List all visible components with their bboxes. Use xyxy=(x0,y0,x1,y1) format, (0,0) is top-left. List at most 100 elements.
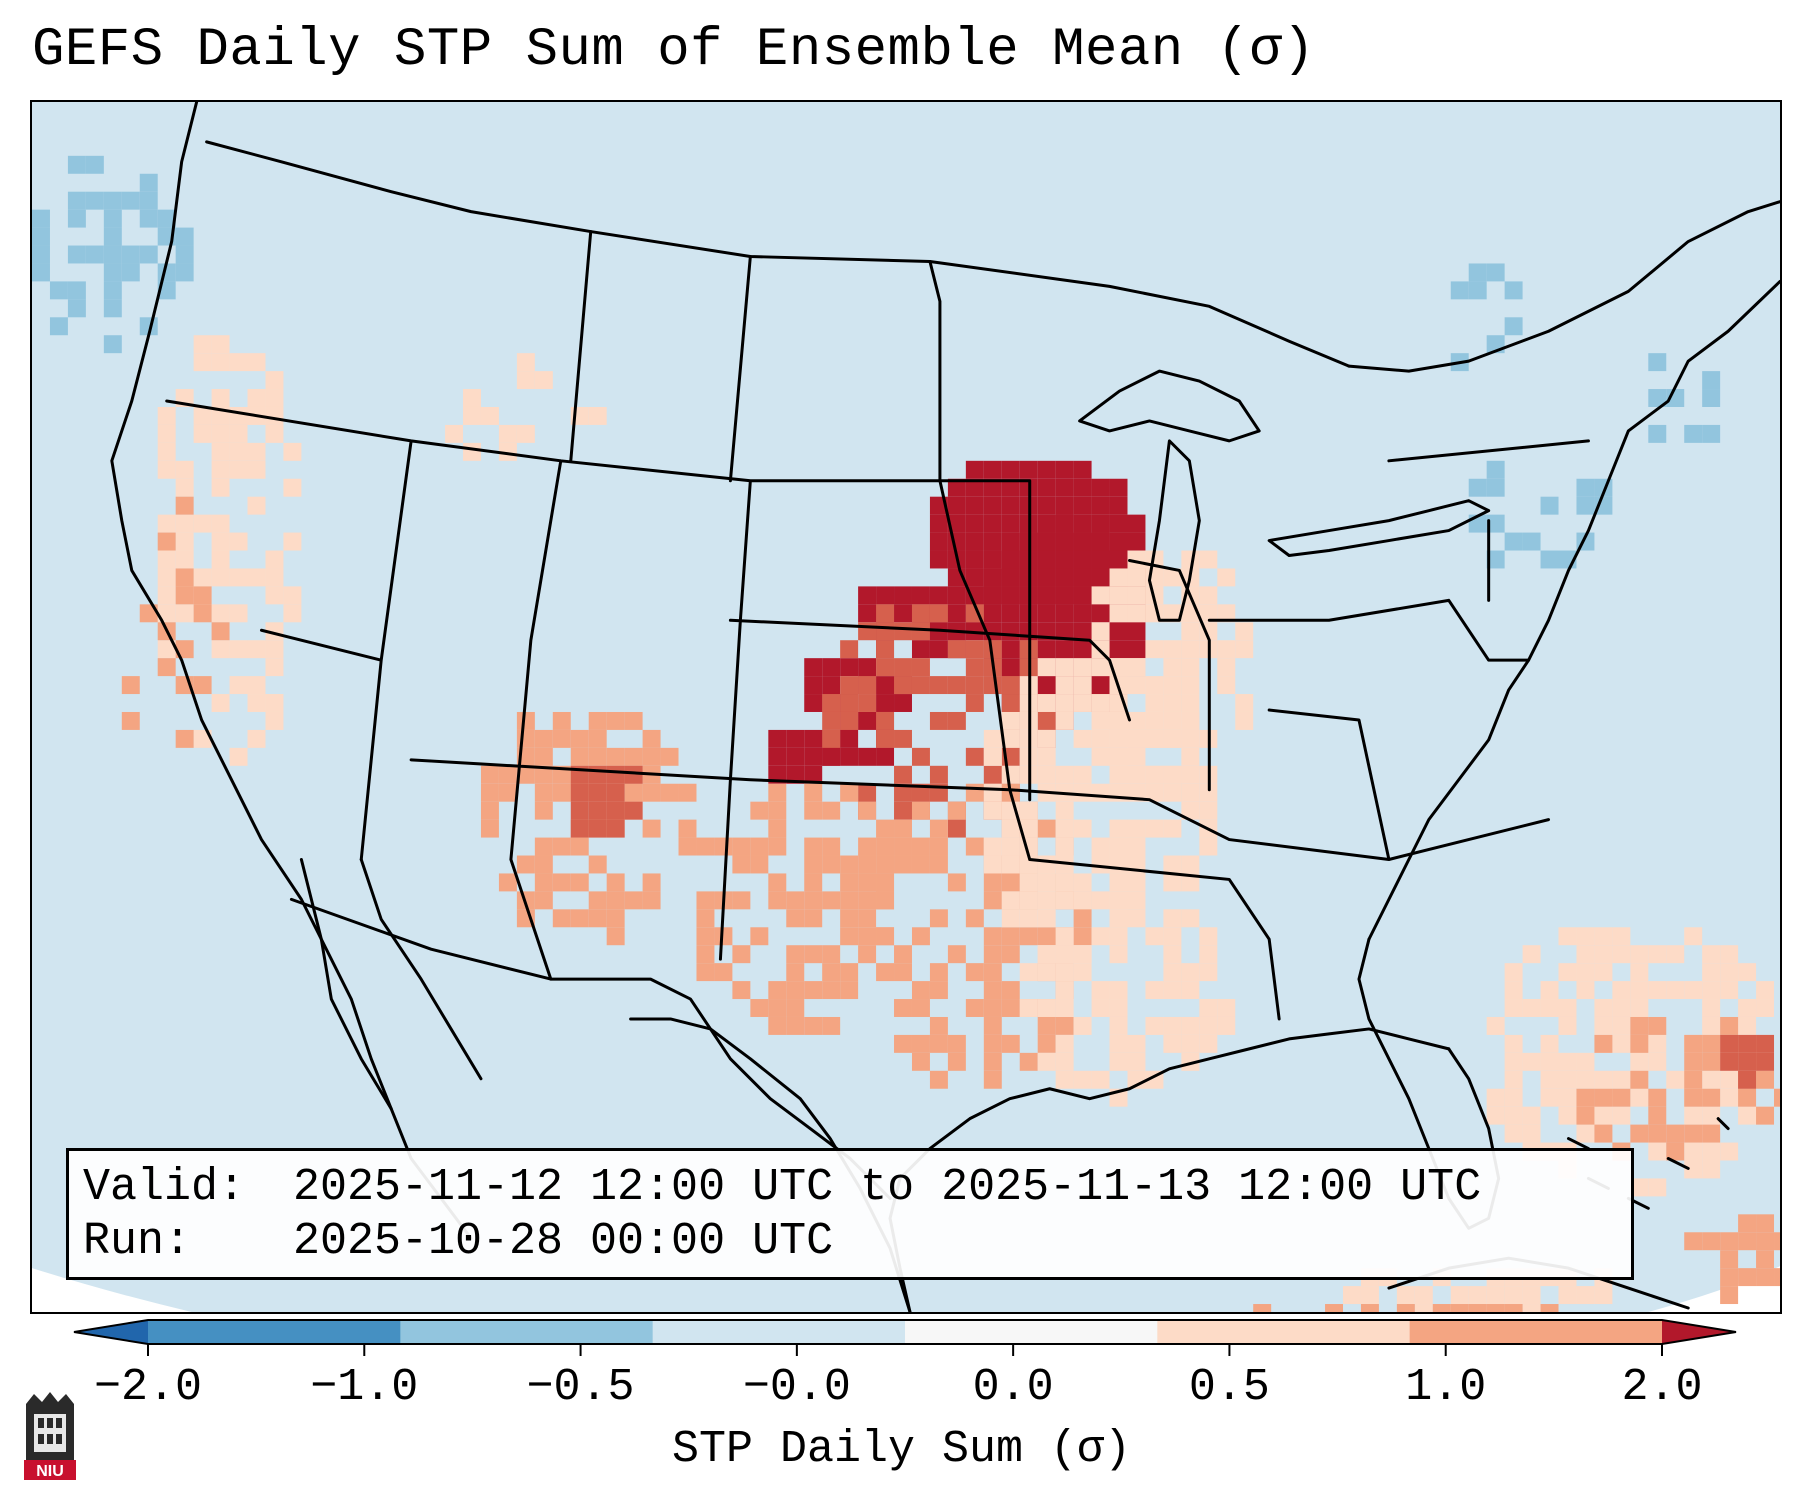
anomaly-cell xyxy=(229,460,248,479)
anomaly-cell xyxy=(822,981,841,1000)
anomaly-cell xyxy=(642,783,661,802)
anomaly-cell xyxy=(1720,1268,1739,1287)
anomaly-cell xyxy=(1558,1088,1577,1107)
anomaly-cell xyxy=(929,711,948,730)
anomaly-cell xyxy=(929,909,948,928)
anomaly-cell xyxy=(1055,478,1074,497)
anomaly-cell xyxy=(1163,783,1182,802)
anomaly-cell xyxy=(1702,981,1721,1000)
anomaly-cell xyxy=(1001,622,1020,641)
anomaly-cell xyxy=(1181,783,1200,802)
anomaly-cell xyxy=(1073,1016,1092,1035)
anomaly-cell xyxy=(445,424,464,443)
anomaly-cell xyxy=(750,999,769,1017)
anomaly-cell xyxy=(1127,819,1146,838)
anomaly-cell xyxy=(1738,1016,1757,1035)
anomaly-cell xyxy=(1720,963,1739,982)
anomaly-cell xyxy=(1037,765,1056,784)
anomaly-cell xyxy=(498,783,517,802)
anomaly-cell xyxy=(696,927,715,946)
anomaly-cell xyxy=(1163,694,1182,712)
anomaly-cell xyxy=(876,855,895,874)
anomaly-cell xyxy=(121,245,140,264)
anomaly-cell xyxy=(1486,1016,1505,1035)
anomaly-cell xyxy=(1073,658,1092,677)
anomaly-cell xyxy=(1558,1106,1577,1125)
anomaly-cell xyxy=(840,981,859,1000)
colorbar-tick-label: −2.0 xyxy=(93,1362,203,1413)
anomaly-cell xyxy=(606,891,625,910)
anomaly-cell xyxy=(894,658,912,677)
anomaly-cell xyxy=(1630,1052,1649,1071)
anomaly-cell xyxy=(1145,819,1164,838)
anomaly-cell xyxy=(1558,927,1577,946)
anomaly-cell xyxy=(498,765,517,784)
anomaly-cell xyxy=(1684,1088,1703,1107)
anomaly-cell xyxy=(1504,981,1523,1000)
anomaly-cell xyxy=(876,622,895,641)
anomaly-cell xyxy=(1001,1034,1020,1053)
anomaly-cell xyxy=(983,891,1002,910)
anomaly-cell xyxy=(229,532,248,551)
anomaly-cell xyxy=(1109,819,1128,838)
anomaly-cell xyxy=(983,945,1002,964)
anomaly-cell xyxy=(1109,765,1128,784)
anomaly-cell xyxy=(1217,658,1236,677)
anomaly-cell xyxy=(1091,711,1110,730)
anomaly-cell xyxy=(911,981,930,1000)
niu-logo: NIU xyxy=(24,1392,76,1480)
anomaly-cell xyxy=(1109,873,1128,892)
anomaly-cell xyxy=(822,658,841,677)
anomaly-cell xyxy=(858,676,877,695)
anomaly-cell xyxy=(193,353,212,372)
anomaly-cell xyxy=(1091,981,1110,1000)
anomaly-cell xyxy=(840,640,859,659)
anomaly-cell xyxy=(983,873,1002,892)
anomaly-cell xyxy=(947,640,966,659)
anomaly-cell xyxy=(1181,1034,1200,1053)
anomaly-cell xyxy=(1181,909,1200,928)
anomaly-cell xyxy=(1127,1052,1146,1071)
anomaly-cell xyxy=(1001,658,1020,677)
anomaly-cell xyxy=(1594,963,1613,982)
anomaly-cell xyxy=(983,514,1002,533)
anomaly-cell xyxy=(1738,999,1757,1017)
anomaly-cell xyxy=(696,963,715,982)
anomaly-cell xyxy=(1702,1124,1721,1143)
anomaly-cell xyxy=(1630,1016,1649,1035)
anomaly-cell xyxy=(822,945,841,964)
anomaly-cell xyxy=(858,622,877,641)
anomaly-cell xyxy=(1199,1016,1218,1035)
anomaly-cell xyxy=(193,729,212,748)
anomaly-cell xyxy=(1576,1070,1595,1089)
anomaly-cell xyxy=(1037,999,1056,1017)
anomaly-cell xyxy=(588,855,607,874)
anomaly-cell xyxy=(624,711,643,730)
anomaly-cell xyxy=(768,801,787,820)
anomaly-cell xyxy=(929,514,948,533)
anomaly-cell xyxy=(1073,873,1092,892)
anomaly-cell xyxy=(552,873,571,892)
anomaly-cell xyxy=(696,891,715,910)
anomaly-cell xyxy=(157,550,176,569)
anomaly-cell xyxy=(947,514,966,533)
anomaly-cell xyxy=(1684,1142,1703,1161)
anomaly-cell xyxy=(193,406,212,425)
anomaly-cell xyxy=(768,783,787,802)
anomaly-cell xyxy=(822,747,841,766)
anomaly-cell xyxy=(1702,1052,1721,1071)
anomaly-cell xyxy=(606,711,625,730)
anomaly-cell xyxy=(516,765,535,784)
anomaly-cell xyxy=(1163,981,1182,1000)
anomaly-cell xyxy=(1720,1286,1739,1305)
anomaly-cell xyxy=(516,353,535,372)
anomaly-cell xyxy=(1055,568,1074,587)
colorbar-bin xyxy=(1409,1320,1663,1344)
colorbar-tick-label: −1.0 xyxy=(310,1362,419,1413)
anomaly-cell xyxy=(1235,694,1254,712)
anomaly-cell xyxy=(840,783,859,802)
anomaly-cell xyxy=(175,550,194,569)
anomaly-cell xyxy=(1127,568,1146,587)
anomaly-cell xyxy=(911,855,930,874)
anomaly-cell xyxy=(1091,622,1110,641)
